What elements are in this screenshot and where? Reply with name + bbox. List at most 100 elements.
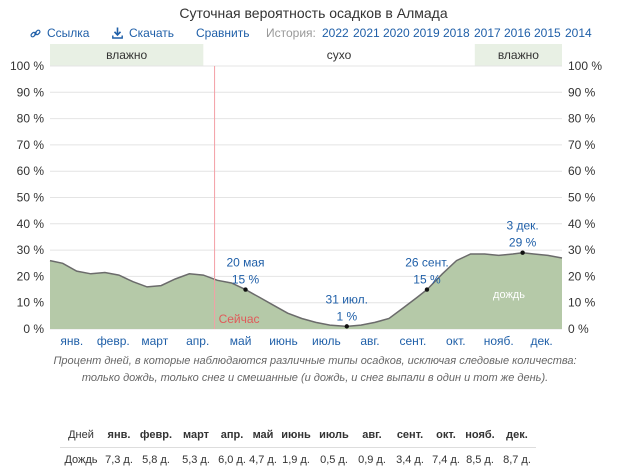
band-label-wet-left: влажно xyxy=(106,48,147,62)
table-cell: 7,3 д. xyxy=(102,447,136,472)
y-tick-right: 60 % xyxy=(568,164,596,178)
annotation-date: 31 июл. xyxy=(326,292,368,306)
season-bands: влажно сухо влажно xyxy=(50,44,562,66)
annotation-point xyxy=(243,287,248,292)
annotation-value: 15 % xyxy=(232,273,260,287)
table-month-header: июль xyxy=(319,429,349,441)
y-tick-right: 30 % xyxy=(568,243,596,257)
toolbar: Ссылка Скачать Сравнить История: 2022 20… xyxy=(0,26,627,44)
link-button[interactable]: Ссылка xyxy=(30,26,89,40)
x-tick-label: нояб. xyxy=(484,334,514,348)
annotation-date: 26 сент. xyxy=(405,256,448,270)
table-cell: 4,7 д. xyxy=(248,447,278,472)
year-link-2022[interactable]: 2022 xyxy=(322,26,349,40)
table-month-header: май xyxy=(252,429,274,441)
table-cell: 7,4 д. xyxy=(430,447,462,472)
annotation-value: 29 % xyxy=(509,236,537,250)
table-cell: 8,5 д. xyxy=(462,447,498,472)
annotation-point xyxy=(344,324,349,329)
download-button[interactable]: Скачать xyxy=(112,26,174,40)
y-tick-left: 90 % xyxy=(17,85,45,99)
monthly-table: Дней янв. февр. март апр. май июнь июль авг. сент… xyxy=(60,423,536,472)
y-tick-left: 100 % xyxy=(10,59,44,73)
annotation-value: 15 % xyxy=(413,273,441,287)
download-label: Скачать xyxy=(129,26,174,40)
x-axis: янв. февр. март апр. май июнь июль авг. сент. окт… xyxy=(60,334,552,348)
precipitation-chart: влажно сухо влажно дождь Сейчас 20 мая 15 %… xyxy=(10,44,602,348)
y-tick-right: 100 % xyxy=(568,59,602,73)
x-tick-label: июль xyxy=(312,334,341,348)
annotation-value: 1 % xyxy=(336,309,357,323)
year-link-2019[interactable]: 2019 xyxy=(413,26,440,40)
y-tick-left: 30 % xyxy=(17,243,45,257)
table-row-rain: Дождь 7,3 д. 5,8 д. 5,3 д. 6,0 д. 4,7 д. 1,9 д… xyxy=(60,447,536,472)
table-cell: 0,5 д. xyxy=(314,447,354,472)
x-tick-label: май xyxy=(230,334,252,348)
y-tick-right: 20 % xyxy=(568,269,596,283)
table-month-header: июнь xyxy=(281,429,311,441)
table-cell: 6,0 д. xyxy=(216,447,248,472)
chart-title: Суточная вероятность осадков в Алмада xyxy=(179,5,448,21)
x-tick-label: авг. xyxy=(360,334,379,348)
x-tick-label: февр. xyxy=(97,334,130,348)
table-month-header: февр. xyxy=(139,429,173,441)
table-cell: 5,3 д. xyxy=(176,447,216,472)
table-cell: 8,7 д. xyxy=(498,447,536,472)
year-link-2015[interactable]: 2015 xyxy=(534,26,561,40)
table-month-header: авг. xyxy=(362,429,382,441)
annotation-date: 3 дек. xyxy=(506,219,538,233)
y-tick-left: 40 % xyxy=(17,217,45,231)
y-tick-right: 40 % xyxy=(568,217,596,231)
y-tick-left: 80 % xyxy=(17,112,45,126)
y-tick-left: 60 % xyxy=(17,164,45,178)
y-tick-right: 50 % xyxy=(568,191,596,205)
rain-line xyxy=(49,251,563,328)
year-link-2016[interactable]: 2016 xyxy=(504,26,531,40)
year-link-2017[interactable]: 2017 xyxy=(474,26,501,40)
y-tick-right: 70 % xyxy=(568,138,596,152)
band-label-wet-right: влажно xyxy=(498,48,539,62)
table-cell: 3,4 д. xyxy=(390,447,430,472)
table-month-header: янв. xyxy=(107,429,131,441)
x-tick-label: сент. xyxy=(399,334,426,348)
x-tick-label: апр. xyxy=(186,334,209,348)
link-label: Ссылка xyxy=(47,26,90,40)
y-tick-left: 10 % xyxy=(17,296,45,310)
table-cell: 1,9 д. xyxy=(278,447,314,472)
table-month-header: дек. xyxy=(506,429,528,441)
now-label: Сейчас xyxy=(219,312,260,326)
table-header-label: Дней xyxy=(68,429,94,441)
y-tick-right: 0 % xyxy=(568,322,589,336)
y-tick-left: 0 % xyxy=(23,322,44,336)
series-label-rain: дождь xyxy=(493,289,525,301)
band-label-dry: сухо xyxy=(327,48,352,62)
x-tick-label: янв. xyxy=(60,334,83,348)
y-tick-right: 90 % xyxy=(568,85,596,99)
y-tick-right: 80 % xyxy=(568,112,596,126)
compare-button[interactable]: Сравнить xyxy=(196,26,250,40)
wet-band-1 xyxy=(474,44,562,66)
wet-band-0 xyxy=(50,44,204,66)
table-month-header: окт. xyxy=(436,429,456,441)
x-tick-label: июнь xyxy=(269,334,298,348)
x-tick-label: дек. xyxy=(530,334,552,348)
year-link-2020[interactable]: 2020 xyxy=(383,26,410,40)
table-month-header: сент. xyxy=(396,429,424,441)
annotation-point xyxy=(424,287,430,292)
annotations: 20 мая 15 % 31 июл. 1 % 26 сент. 15 % 3 дек. 29… xyxy=(226,219,539,329)
year-link-2018[interactable]: 2018 xyxy=(443,26,470,40)
annotation-point xyxy=(520,250,525,255)
x-tick-label: окт. xyxy=(446,334,466,348)
x-tick-label: март xyxy=(141,334,168,348)
table-cell: 0,9 д. xyxy=(354,447,390,472)
series-area: дождь xyxy=(49,251,563,329)
table-row-label: Дождь xyxy=(60,447,102,472)
y-tick-left: 70 % xyxy=(17,138,45,152)
year-link-2014[interactable]: 2014 xyxy=(565,26,592,40)
chart-note: Процент дней, в которые наблюдаются разл… xyxy=(53,355,577,384)
table-month-header: нояб. xyxy=(465,429,495,441)
year-link-2021[interactable]: 2021 xyxy=(353,26,380,40)
y-tick-left: 20 % xyxy=(17,269,45,283)
annotation-date: 20 мая xyxy=(226,256,264,270)
table-month-header: март xyxy=(182,429,210,441)
